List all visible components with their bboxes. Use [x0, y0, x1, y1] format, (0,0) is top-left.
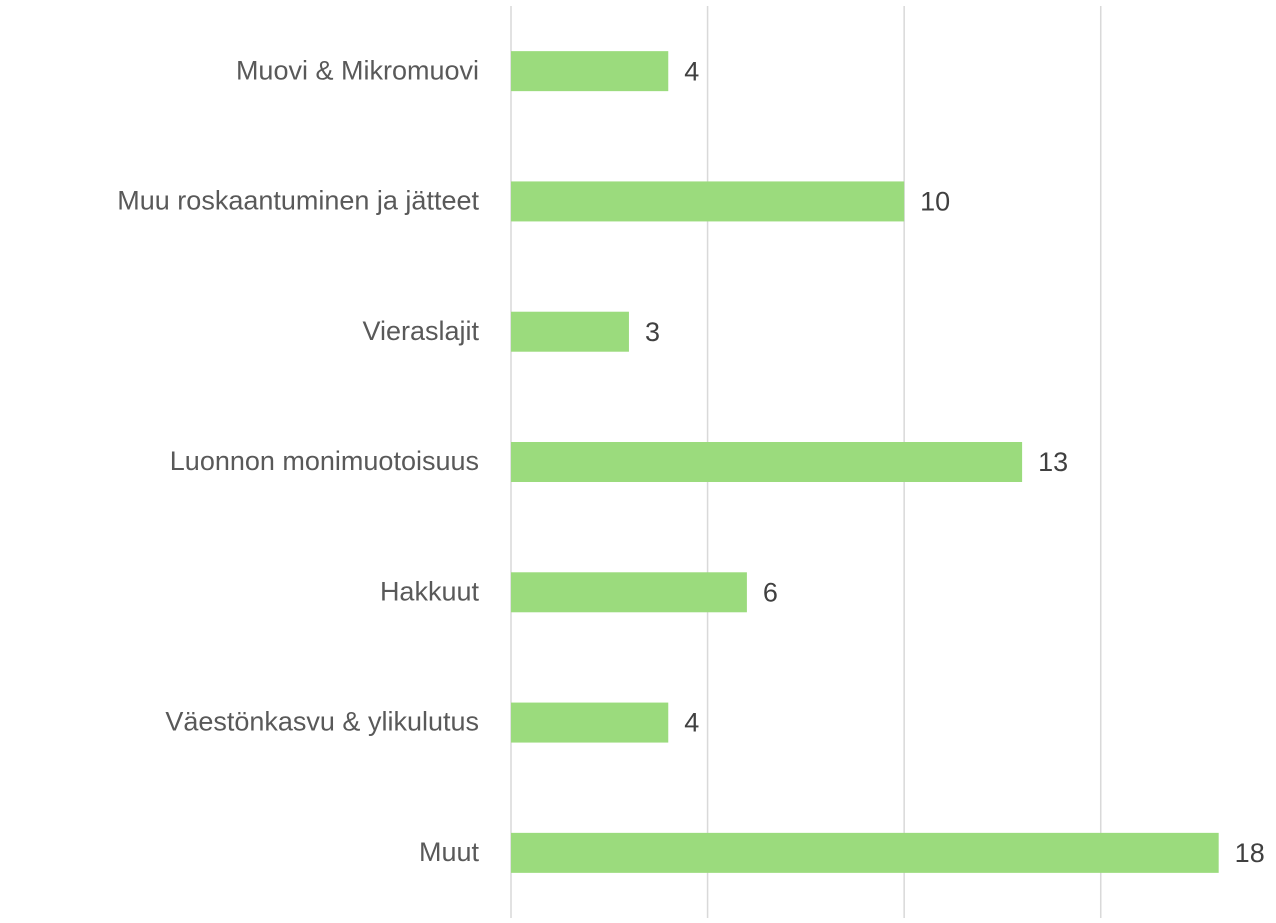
value-label: 4	[684, 56, 699, 86]
bar	[511, 442, 1023, 482]
value-label: 13	[1038, 447, 1068, 477]
y-tick-label: Hakkuut	[380, 576, 480, 606]
value-label: 6	[763, 577, 778, 607]
bar	[511, 311, 629, 352]
value-label: 3	[645, 317, 660, 347]
y-tick-label: Muovi & Mikromuovi	[236, 55, 479, 85]
y-tick-label: Muut	[419, 837, 480, 867]
y-tick-label: Luonnon monimuotoisuus	[170, 446, 479, 476]
value-label: 18	[1235, 838, 1265, 868]
y-tick-label: Vieraslajit	[362, 316, 479, 346]
bar	[511, 51, 669, 92]
value-label: 10	[920, 187, 950, 217]
y-tick-label: Väestönkasvu & ylikulutus	[165, 707, 479, 737]
bar	[511, 702, 669, 743]
value-label: 4	[684, 708, 699, 738]
bar	[511, 572, 747, 613]
bar	[511, 181, 905, 222]
y-tick-label: Muu roskaantuminen ja jätteet	[117, 186, 479, 216]
bar	[511, 832, 1219, 873]
